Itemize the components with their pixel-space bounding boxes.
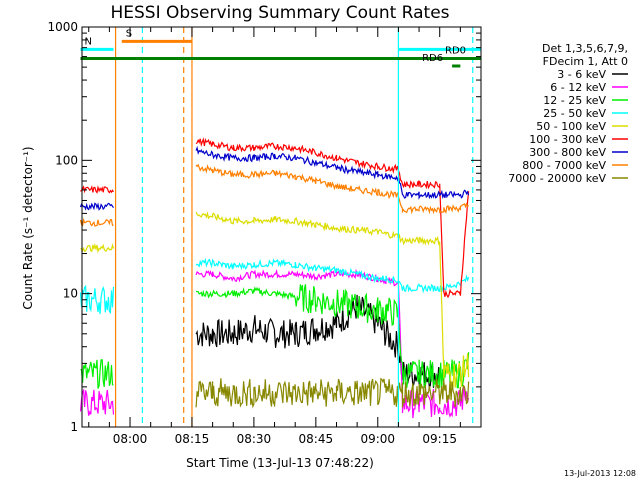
chart-title: HESSI Observing Summary Count Rates — [110, 3, 449, 23]
series-line-1 — [79, 268, 470, 419]
y-tick-label-3: 1000 — [47, 20, 78, 34]
legend-label-3: 25 - 50 keV — [543, 107, 606, 120]
series-line-8 — [195, 377, 470, 409]
series-line-2 — [80, 284, 470, 391]
x-axis-label: Start Time (13-Jul-13 07:48:22) — [186, 456, 374, 470]
legend-label-7: 800 - 7000 keV — [522, 159, 606, 172]
flag-label-4: RD6 — [422, 53, 443, 64]
x-tick-label-4: 09:00 — [360, 432, 395, 446]
plot-frame — [81, 26, 482, 428]
series-line-3 — [79, 257, 470, 315]
legend-label-1: 6 - 12 keV — [550, 81, 606, 94]
footer-timestamp: 13-Jul-2013 12:08 — [564, 469, 636, 478]
legend-header-1: FDecim 1, Att 0 — [543, 55, 628, 68]
x-tick-label-0: 08:00 — [113, 432, 148, 446]
x-tick-label-2: 08:30 — [237, 432, 272, 446]
legend-header-0: Det 1,3,5,6,7,9, — [542, 42, 628, 55]
legend-label-8: 7000 - 20000 keV — [508, 172, 606, 185]
series-line-4 — [80, 211, 470, 388]
series-line-5 — [80, 137, 470, 299]
flag-label-1: N — [84, 36, 91, 47]
x-tick-label-5: 09:15 — [422, 432, 457, 446]
flag-label-0: S — [126, 28, 132, 39]
y-tick-label-2: 100 — [55, 153, 78, 167]
legend-label-6: 300 - 800 keV — [529, 146, 606, 159]
y-tick-label-1: 10 — [63, 287, 78, 301]
y-tick-label-0: 1 — [70, 420, 78, 434]
series-line-6 — [79, 145, 470, 211]
legend-label-2: 12 - 25 keV — [543, 94, 606, 107]
legend-label-5: 100 - 300 keV — [529, 133, 606, 146]
series-line-7 — [79, 163, 470, 227]
legend-label-4: 50 - 100 keV — [536, 120, 606, 133]
legend-label-0: 3 - 6 keV — [557, 68, 606, 81]
flag-label-3: RD0 — [445, 46, 466, 57]
x-tick-label-1: 08:15 — [175, 432, 210, 446]
x-tick-label-3: 08:45 — [299, 432, 334, 446]
y-axis-label: Count Rate (s⁻¹ detector⁻¹) — [21, 146, 35, 309]
